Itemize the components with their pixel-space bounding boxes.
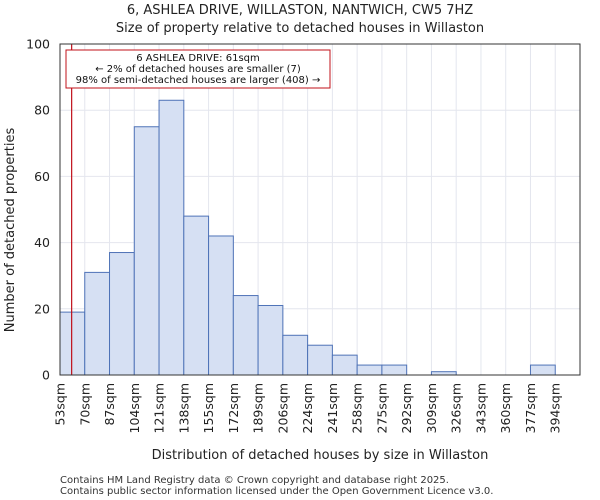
bar [356, 364, 383, 376]
bar [381, 364, 408, 376]
bar [59, 311, 86, 376]
x-tick-label: 138sqm [176, 383, 191, 433]
x-axis-label: Distribution of detached houses by size … [152, 448, 489, 463]
x-tick-label: 292sqm [399, 383, 414, 433]
bar [208, 235, 234, 376]
x-tick-label: 309sqm [424, 383, 439, 433]
footer-line-1: Contains HM Land Registry data © Crown c… [60, 475, 449, 486]
bars [59, 99, 556, 376]
bar [133, 126, 160, 376]
x-tick-label: 104sqm [127, 383, 142, 433]
bar [331, 354, 358, 376]
x-tick-label: 275sqm [374, 383, 389, 433]
x-tick-label: 206sqm [275, 383, 290, 433]
x-tick-label: 241sqm [325, 383, 340, 433]
x-axis-ticks: 53sqm 70sqm 87sqm 104sqm 121sqm 138sqm 155sqm 1… [53, 383, 563, 433]
bar [232, 295, 259, 376]
x-tick-label: 155sqm [201, 383, 216, 433]
footer-line-2: Contains public sector information licen… [60, 486, 493, 497]
x-tick-label: 121sqm [152, 383, 167, 433]
x-tick-label: 258sqm [350, 383, 365, 433]
bar [84, 271, 111, 376]
annotation-line-2: ← 2% of detached houses are smaller (7) [95, 64, 301, 75]
bar [307, 344, 333, 376]
x-tick-label: 343sqm [473, 383, 488, 433]
y-tick-label: 0 [42, 368, 50, 383]
x-tick-label: 394sqm [548, 383, 563, 433]
annotation-frame [65, 49, 331, 89]
x-tick-label: 70sqm [77, 383, 92, 426]
bar [158, 99, 185, 376]
y-tick-label: 80 [34, 103, 50, 118]
x-tick-label: 87sqm [102, 383, 117, 426]
chart-subtitle: Size of property relative to detached ho… [116, 21, 484, 36]
y-axis-ticks: 0 20 40 60 80 100 [26, 37, 50, 383]
bar [257, 304, 284, 376]
chart-title: 6, ASHLEA DRIVE, WILLASTON, NANTWICH, CW… [127, 3, 473, 18]
x-tick-label: 53sqm [53, 383, 68, 426]
annotation-line-1: 6 ASHLEA DRIVE: 61sqm [136, 53, 260, 64]
x-tick-label: 224sqm [300, 383, 315, 433]
x-tick-label: 377sqm [523, 383, 538, 433]
y-tick-label: 60 [34, 169, 50, 184]
y-tick-label: 100 [26, 37, 50, 52]
annotation-line-3: 98% of semi-detached houses are larger (… [76, 75, 321, 86]
x-tick-label: 360sqm [498, 383, 513, 433]
bar [529, 364, 556, 376]
bar [282, 334, 309, 376]
bar [183, 215, 210, 376]
x-tick-label: 326sqm [449, 383, 464, 433]
x-tick-label: 189sqm [251, 383, 266, 433]
y-axis-label: Number of detached properties [3, 128, 18, 333]
y-tick-label: 40 [34, 235, 50, 250]
annotation-box: 6 ASHLEA DRIVE: 61sqm ← 2% of detached h… [65, 49, 331, 89]
x-tick-label: 172sqm [226, 383, 241, 433]
y-tick-label: 20 [34, 301, 50, 316]
bar [109, 252, 135, 376]
plot-frame [59, 43, 581, 376]
